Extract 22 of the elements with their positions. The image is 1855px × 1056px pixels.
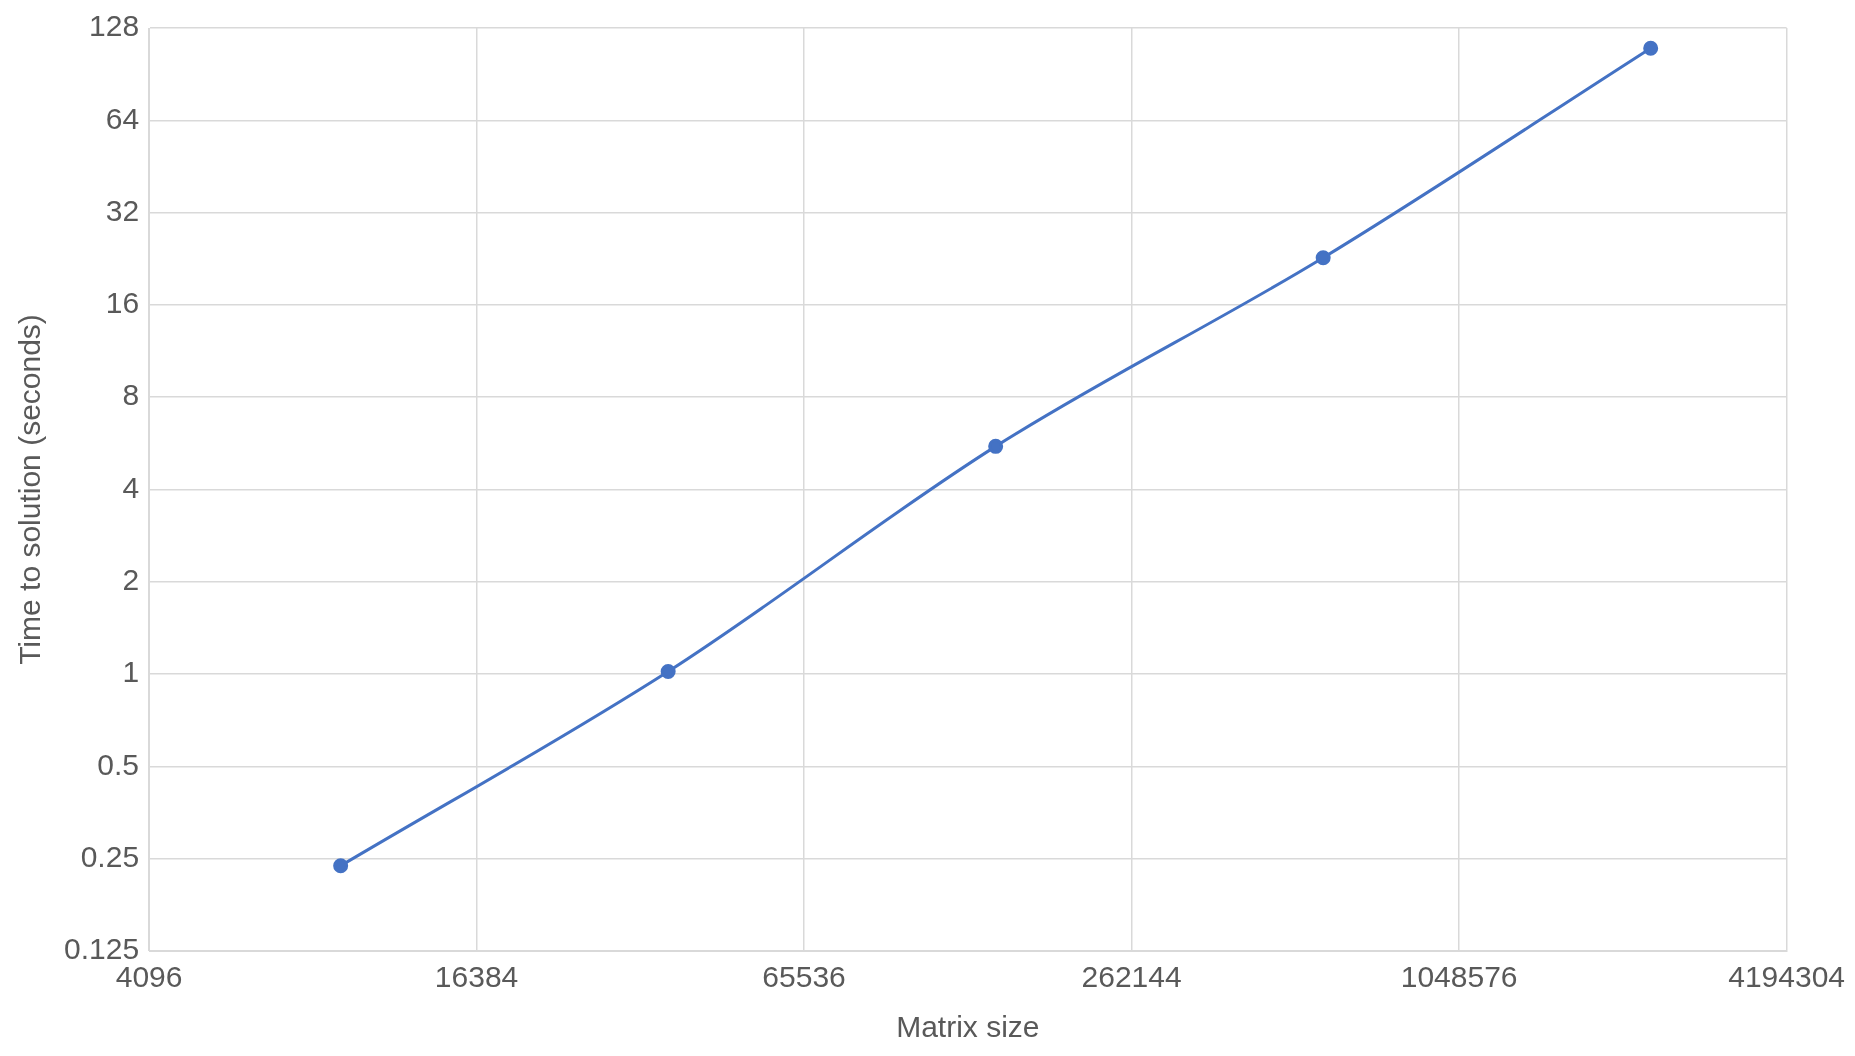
y-tick-label: 4	[122, 470, 140, 504]
point	[988, 438, 1004, 454]
point	[1315, 250, 1331, 266]
y-axis-title: Time to solution (seconds)	[13, 314, 47, 665]
y-tick-label: 32	[105, 193, 140, 227]
x-tick-label: 262144	[1081, 960, 1182, 994]
x-tick-label: 4194304	[1728, 960, 1845, 994]
y-tick-label: 8	[122, 378, 140, 412]
y-tick-label: 128	[89, 9, 140, 43]
y-tick-label: 64	[105, 101, 140, 135]
y-tick-label: 0.5	[97, 747, 140, 781]
point	[660, 663, 676, 679]
x-axis-title: Matrix size	[896, 1010, 1040, 1044]
point	[333, 858, 349, 874]
point	[1643, 40, 1659, 56]
y-tick-label: 16	[105, 286, 140, 320]
y-tick-label: 0.25	[80, 839, 140, 873]
y-tick-label: 1	[122, 655, 140, 689]
x-tick-label: 1048576	[1400, 960, 1518, 994]
x-tick-label: 65536	[762, 960, 846, 994]
y-tick-label: 2	[122, 563, 140, 597]
x-tick-label: 16384	[434, 960, 519, 994]
